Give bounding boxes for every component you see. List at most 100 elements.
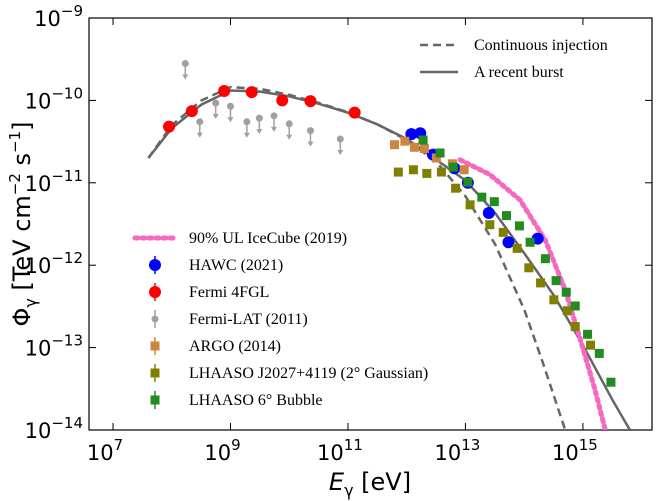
plot-area [147,60,631,430]
legend-marker [149,259,161,271]
point [218,85,231,98]
point [562,306,572,316]
legend-marker [149,286,161,298]
axis-label-part: −2 [6,173,24,195]
upper-limit-head [212,113,219,119]
legend-label: LHAASO J2027+4119 (2° Gaussian) [189,365,428,382]
point [465,200,475,210]
upper-limit-head [256,129,263,135]
legend-entry: LHAASO J2027+4119 (2° Gaussian) [150,364,428,382]
x-tick-base: 10 [204,441,231,465]
y-tick-exponent: −13 [51,332,83,350]
y-tick-exponent: −11 [51,167,83,185]
y-tick-base: 10 [25,89,52,113]
legend-entry: HAWC (2021) [149,256,283,274]
point [435,148,445,158]
y-tick-exponent: −9 [61,2,83,20]
point [306,127,314,135]
y-tick-base: 10 [25,254,52,278]
x-tick-label: 109 [204,436,240,465]
upper-limit-head [196,132,203,138]
point [276,94,289,107]
point [348,106,361,119]
point [285,120,293,128]
point [586,340,596,350]
y-tick-label: 10−14 [25,414,83,443]
upper-limit-head [227,117,234,123]
upper-limit-head [270,126,277,132]
point [163,120,176,133]
axis-label-part: ] [8,121,36,130]
axis-label-part: [eV] [354,468,412,496]
legend-marker [150,368,160,378]
point [498,227,508,237]
point [408,165,418,175]
axis-label-part: −1 [6,131,24,153]
x-tick-exponent: 7 [114,436,124,454]
point [502,211,512,221]
point [400,136,410,146]
x-tick-exponent: 9 [231,436,241,454]
point [477,192,487,202]
point [226,102,234,110]
point [255,114,263,122]
axis-label-part: Φ [8,308,36,327]
y-axis-label: Φγ [TeV cm−2 s−1] [6,121,40,326]
point [304,95,317,108]
point [459,165,469,175]
point [245,86,258,99]
axis-label-part: E [329,468,345,496]
point [243,118,251,126]
upper-limit-head [182,74,189,80]
legend-label: LHAASO 6° Bubble [189,392,323,409]
upper-limit-head [307,141,314,147]
x-tick-label: 1015 [552,436,598,465]
x-tick-base: 10 [435,441,462,465]
legend-marker [150,395,160,405]
upper-limit-head [286,134,293,140]
point [540,254,550,264]
y-tick-base: 10 [25,419,52,443]
point [524,263,534,273]
y-tick-label: 10−12 [25,249,83,278]
point [594,348,604,358]
legend-label: 90% UL IceCube (2019) [189,230,347,247]
point [463,177,473,187]
y-tick-label: 10−11 [25,167,83,196]
point [409,142,419,152]
x-tick-label: 1011 [317,436,363,465]
axis-label-part: γ [344,481,353,500]
y-tick-exponent: −10 [51,84,83,102]
legend-label: ARGO (2014) [189,338,281,355]
point [270,112,278,120]
legend-entry: 90% UL IceCube (2019) [132,230,347,247]
y-tick-label: 10−9 [34,2,83,31]
legend-entry: LHAASO 6° Bubble [150,391,323,409]
x-tick-exponent: 15 [579,436,598,454]
point [536,278,546,288]
axis-label-part: [TeV cm [8,195,36,298]
legend-entry: ARGO (2014) [150,337,281,355]
upper-limit-head [243,132,250,138]
axis-label-part: s [8,153,36,173]
legend-label: Fermi 4FGL [189,284,269,301]
point [549,295,559,305]
legend-marker [151,315,159,323]
x-tick-exponent: 13 [461,436,480,454]
point [525,237,535,247]
point [336,135,344,143]
y-tick-exponent: −14 [51,414,83,432]
point [489,197,499,207]
legend-entry: A recent burst [420,64,564,81]
curve [457,157,608,430]
point [436,167,446,177]
point [561,287,571,297]
point [212,99,220,107]
plot-frame [88,17,653,431]
x-tick-label: 107 [87,436,123,465]
y-tick-base: 10 [34,7,61,31]
x-tick-exponent: 11 [344,436,363,454]
point [185,105,198,118]
point [482,207,495,220]
